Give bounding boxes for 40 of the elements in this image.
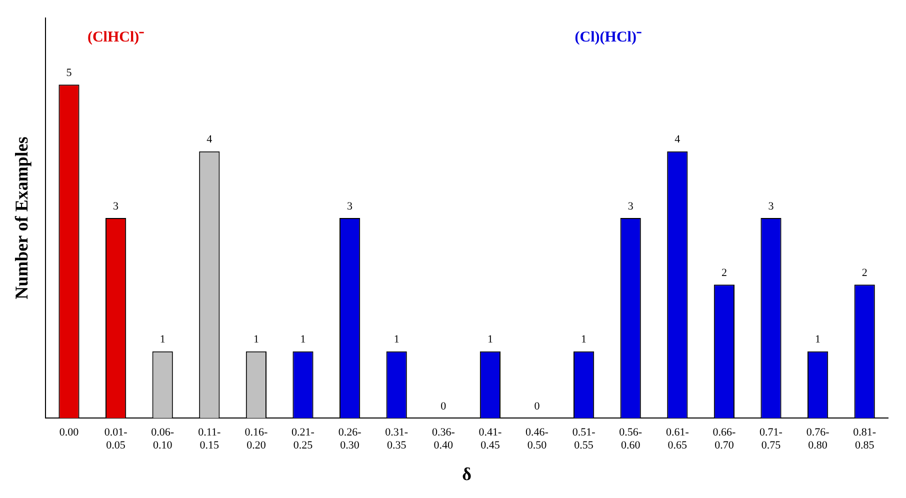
data-label: 5 [66,67,72,80]
data-label: 3 [628,200,634,212]
data-label: 0 [440,400,447,412]
x-tick-label: 0.71-0.75 [760,426,783,452]
x-tick-label: 0.81-0.85 [853,426,876,452]
data-label: 3 [113,200,120,212]
x-tick-label: 0.36-0.40 [432,426,456,452]
data-label: 1 [160,334,166,346]
data-label: 3 [768,200,774,212]
y-axis-title: Number of Examples [11,136,32,300]
data-label: 4 [674,134,681,146]
text: (Cl)(HCl)⁻ [574,29,642,46]
data-label: 4 [206,134,213,146]
x-tick-label: 0.11-0.15 [198,426,221,452]
x-tick-label: 0.51-0.55 [572,426,596,452]
x-tick-label: 0.16-0.20 [244,426,268,452]
x-tick-label: 0.56-0.60 [619,426,642,452]
data-label: 0 [534,400,540,412]
data-label: 1 [394,334,400,346]
x-tick-label: 0.76-0.80 [806,426,830,452]
data-label: 1 [487,334,493,346]
data-label: 2 [721,267,727,280]
x-tick-label: 0.46-0.50 [526,426,549,452]
data-label: 1 [815,334,821,346]
x-tick-label: 0.26-0.30 [338,426,362,452]
x-tick-label: 0.21-0.25 [292,426,315,452]
data-label: 1 [300,334,306,346]
x-tick-label: 0.41-0.45 [478,426,502,452]
data-label: 3 [347,200,354,212]
x-tick-label: 0.66-0.70 [712,426,736,452]
x-tick-label: 0.31-0.35 [385,426,408,452]
data-label: 1 [253,334,259,346]
data-label: 1 [581,334,587,346]
x-tick-label: 0.06-0.10 [151,426,174,452]
data-label: 2 [862,267,868,280]
x-tick-label: 0.61-0.65 [666,426,690,452]
x-tick-label: 0.01-0.05 [104,426,128,452]
x-tick-label: 0.00 [59,426,80,438]
x-axis-title: δ [462,464,472,484]
text: (ClHCl)⁻ [87,29,144,46]
